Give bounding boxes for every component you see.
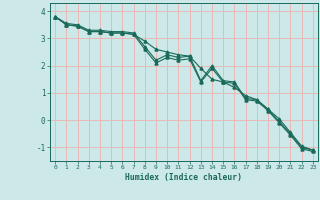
- X-axis label: Humidex (Indice chaleur): Humidex (Indice chaleur): [125, 173, 243, 182]
